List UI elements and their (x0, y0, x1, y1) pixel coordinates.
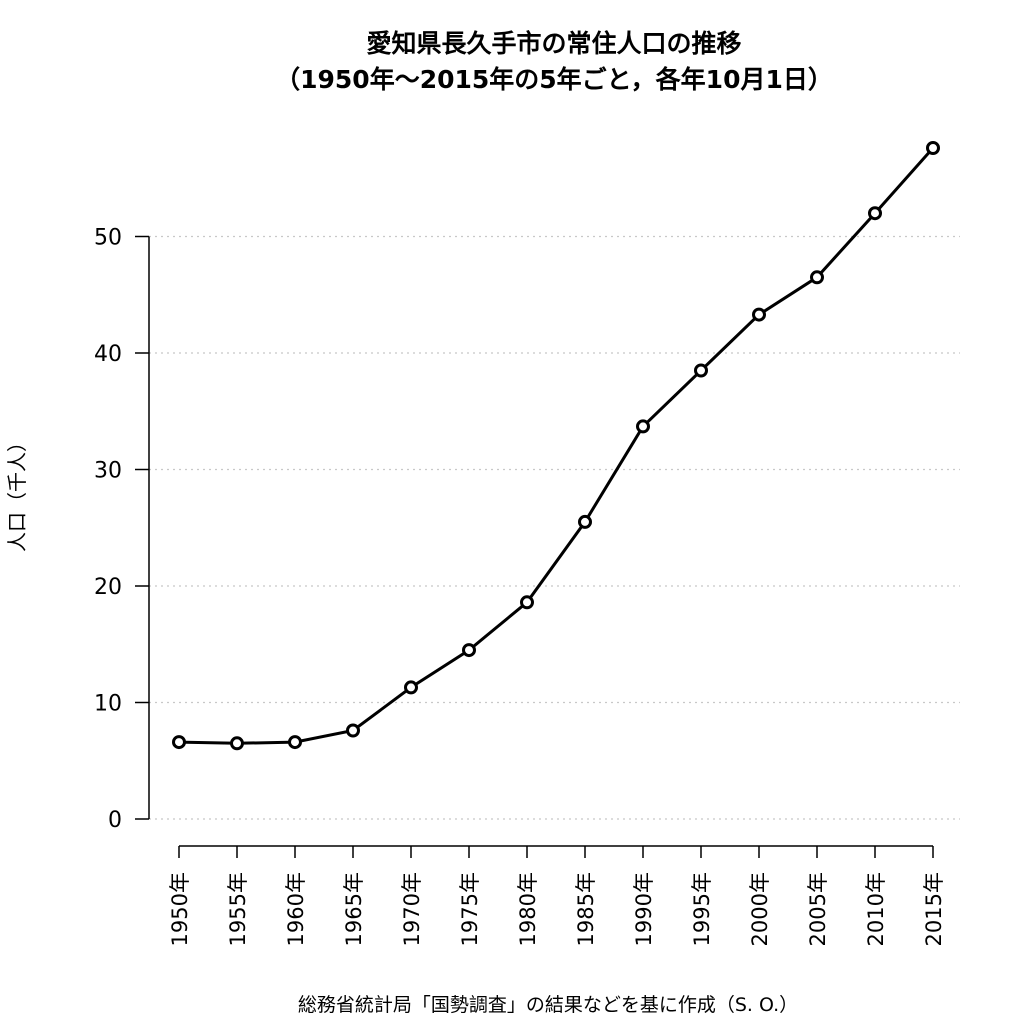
data-point-1 (230, 736, 244, 751)
y-tick-label-10: 10 (94, 692, 122, 717)
data-point-11 (810, 270, 824, 285)
x-tick-label-4: 1970年 (400, 872, 424, 946)
data-point-8 (636, 419, 650, 434)
x-tick-label-11: 2005年 (806, 872, 830, 946)
x-tick-label-1: 1955年 (226, 872, 250, 946)
x-axis-ticks: 1950年 1955年 1960年 1965年 1970年 1975年 1980年 1985年… (168, 846, 946, 946)
y-tick-label-20: 20 (94, 575, 122, 600)
data-point-13 (926, 141, 940, 155)
data-point-10 (752, 307, 766, 322)
grid-lines (149, 235, 960, 820)
chart-title-line2: （1950年～2015年の5年ごと，各年10月1日） (275, 65, 833, 94)
data-point-5 (462, 643, 476, 658)
data-point-6 (520, 595, 534, 610)
x-tick-label-8: 1990年 (632, 872, 656, 946)
x-tick-label-10: 2000年 (748, 872, 772, 946)
y-tick-label-30: 30 (94, 459, 122, 484)
x-tick-label-9: 1995年 (690, 872, 714, 946)
x-tick-label-0: 1950年 (168, 872, 192, 946)
x-tick-label-3: 1965年 (342, 872, 366, 946)
data-point-9 (694, 363, 708, 378)
x-tick-label-6: 1980年 (516, 872, 540, 946)
axes (148, 236, 933, 847)
data-point-2 (288, 735, 302, 750)
y-tick-label-40: 40 (94, 342, 122, 367)
y-axis-title: 人口（千人） (5, 432, 29, 552)
x-tick-label-13: 2015年 (922, 872, 946, 946)
y-axis-ticks: 0 10 20 30 40 50 (94, 226, 149, 833)
x-tick-label-12: 2010年 (864, 872, 888, 946)
x-tick-label-2: 1960年 (284, 872, 308, 946)
data-point-12 (868, 206, 882, 221)
data-point-4 (404, 680, 418, 695)
y-tick-label-50: 50 (94, 226, 122, 251)
y-tick-label-0: 0 (108, 808, 122, 833)
source-caption: 総務省統計局「国勢調査」の結果などを基に作成（S. O.） (298, 994, 798, 1016)
x-tick-label-5: 1975年 (458, 872, 482, 946)
data-points (172, 141, 940, 751)
data-point-0 (172, 735, 186, 750)
data-point-7 (578, 514, 592, 529)
series-line (178, 147, 935, 745)
x-tick-label-7: 1985年 (574, 872, 598, 946)
data-point-3 (346, 723, 360, 738)
chart-title-line1: 愛知県長久手市の常住人口の推移 (366, 29, 741, 58)
